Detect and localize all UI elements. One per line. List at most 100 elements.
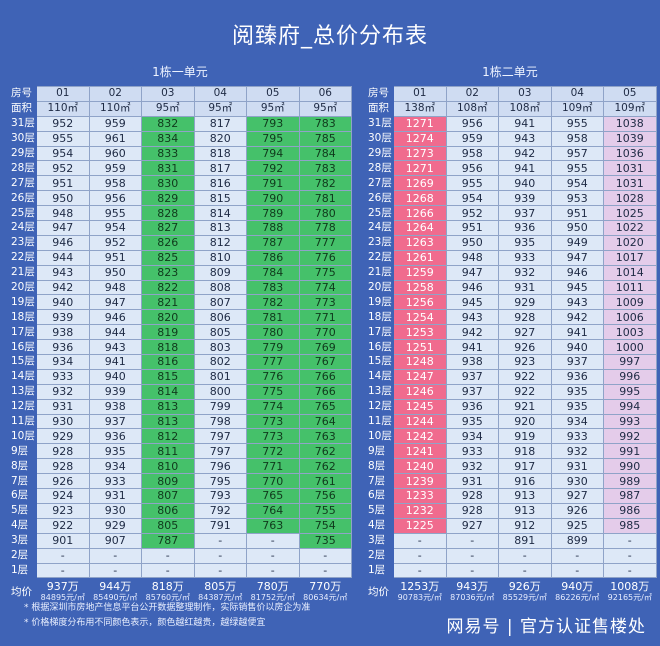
price-cell: 942	[36, 279, 90, 296]
price-cell: 935	[498, 234, 552, 251]
floor-row: 20层 942 948 822 808 783 774	[8, 279, 352, 296]
price-cell: 1266	[393, 205, 447, 222]
price-cell: 942	[498, 145, 552, 162]
price-cell: 771	[246, 458, 300, 475]
unit-area: 95㎡	[193, 100, 247, 117]
floor-row: 11层 930 937 813 798 773 764	[8, 413, 352, 430]
price-cell: 825	[141, 249, 195, 266]
price-cell: 939	[88, 383, 142, 400]
price-cell: 823	[141, 264, 195, 281]
price-cell: 763	[298, 428, 352, 445]
unit-area: 110㎡	[88, 100, 142, 117]
price-cell: 951	[88, 249, 142, 266]
price-cell: 790	[246, 190, 300, 207]
price-cell: 931	[36, 398, 90, 415]
area-row: 面积 110㎡ 110㎡ 95㎡ 95㎡ 95㎡ 95㎡	[8, 100, 352, 117]
floor-label: 12层	[8, 398, 37, 415]
price-cell: -	[445, 547, 499, 564]
header-row: 房号 01 02 03 04 05	[365, 86, 657, 102]
price-cell: 1251	[393, 339, 447, 356]
floor-row: 23层 1263 950 935 949 1020	[365, 234, 657, 251]
price-cell: 830	[141, 175, 195, 192]
price-cell: 815	[141, 368, 195, 385]
price-cell: 834	[141, 130, 195, 147]
price-cell: 993	[603, 413, 657, 430]
price-cell: 817	[193, 160, 247, 177]
floor-row: 30层 1274 959 943 958 1039	[365, 130, 657, 147]
price-cell: -	[498, 547, 552, 564]
floor-label: 10层	[8, 428, 37, 445]
floor-row: 6层 1233 928 913 927 987	[365, 488, 657, 504]
price-cell: 942	[550, 309, 604, 326]
price-cell: 952	[445, 205, 499, 222]
unit-header: 03	[498, 86, 552, 102]
price-cell: 777	[246, 354, 300, 370]
price-cell: 829	[141, 190, 195, 207]
price-cell: 1246	[393, 383, 447, 400]
price-cell: 1014	[603, 264, 657, 281]
price-cell: 816	[193, 175, 247, 192]
unit-header: 06	[298, 86, 352, 102]
unit-header: 02	[88, 86, 142, 102]
price-cell: 827	[141, 220, 195, 236]
floor-label: 21层	[365, 264, 394, 281]
floor-label: 28层	[8, 160, 37, 177]
average-cell: 818万 85760元/㎡	[141, 577, 195, 608]
floor-row: 1层 - - - - - -	[8, 562, 352, 579]
price-cell: 807	[141, 488, 195, 504]
floor-row: 27层 1269 955 940 954 1031	[365, 175, 657, 192]
price-cell: 1248	[393, 354, 447, 370]
price-cell: 956	[445, 115, 499, 132]
unit-area: 108㎡	[498, 100, 552, 117]
floor-label: 1层	[8, 562, 37, 579]
price-cell: 807	[193, 294, 247, 311]
price-cell: 924	[36, 488, 90, 504]
average-total: 937万	[46, 580, 79, 594]
price-cell: 922	[498, 368, 552, 385]
price-cell: 819	[141, 324, 195, 341]
price-cell: 1259	[393, 264, 447, 281]
price-cell: 932	[445, 458, 499, 475]
price-cell: 933	[36, 368, 90, 385]
price-cell: 822	[141, 279, 195, 296]
page-title: 阅臻府_总价分布表	[231, 24, 428, 49]
price-cell: 932	[36, 383, 90, 400]
price-cell: 769	[298, 339, 352, 356]
price-cell: 808	[193, 279, 247, 296]
price-cell: 891	[498, 532, 552, 549]
price-cell: 776	[298, 249, 352, 266]
price-cell: 926	[550, 502, 604, 519]
price-cell: 782	[298, 175, 352, 192]
unit-area: 108㎡	[445, 100, 499, 117]
price-cell: -	[603, 532, 657, 549]
price-cell: -	[88, 562, 142, 579]
price-cell: -	[603, 547, 657, 564]
price-cell: 1240	[393, 458, 447, 475]
price-cell: 773	[246, 413, 300, 430]
floor-label: 17层	[8, 324, 37, 341]
price-cell: 814	[141, 383, 195, 400]
floor-row: 17层 1253 942 927 941 1003	[365, 324, 657, 341]
floor-row: 17层 938 944 819 805 780 770	[8, 324, 352, 341]
floor-row: 22层 1261 948 933 947 1017	[365, 249, 657, 266]
floor-row: 7层 1239 931 916 930 989	[365, 473, 657, 490]
price-cell: 985	[603, 517, 657, 534]
floor-label: 26层	[8, 190, 37, 207]
floor-row: 11层 1244 935 920 934 993	[365, 413, 657, 430]
price-cell: 783	[298, 160, 352, 177]
price-cell: 1020	[603, 234, 657, 251]
price-cell: 937	[550, 354, 604, 370]
floor-row: 9层 1241 933 918 932 991	[365, 443, 657, 460]
price-cell: 831	[141, 160, 195, 177]
price-cell: 939	[498, 190, 552, 207]
price-cell: 930	[88, 502, 142, 519]
price-cell: 816	[141, 354, 195, 370]
price-cell: 1269	[393, 175, 447, 192]
price-cell: 793	[193, 488, 247, 504]
building1-price-table: 房号 01 02 03 04 05 06 面积 110㎡ 110㎡ 95㎡ 95㎡ 95㎡ 95㎡ 31层 9…	[8, 86, 352, 608]
price-cell: 1233	[393, 488, 447, 504]
price-cell: 952	[88, 234, 142, 251]
price-cell: 917	[498, 458, 552, 475]
price-cell: 940	[88, 368, 142, 385]
price-cell: 990	[603, 458, 657, 475]
